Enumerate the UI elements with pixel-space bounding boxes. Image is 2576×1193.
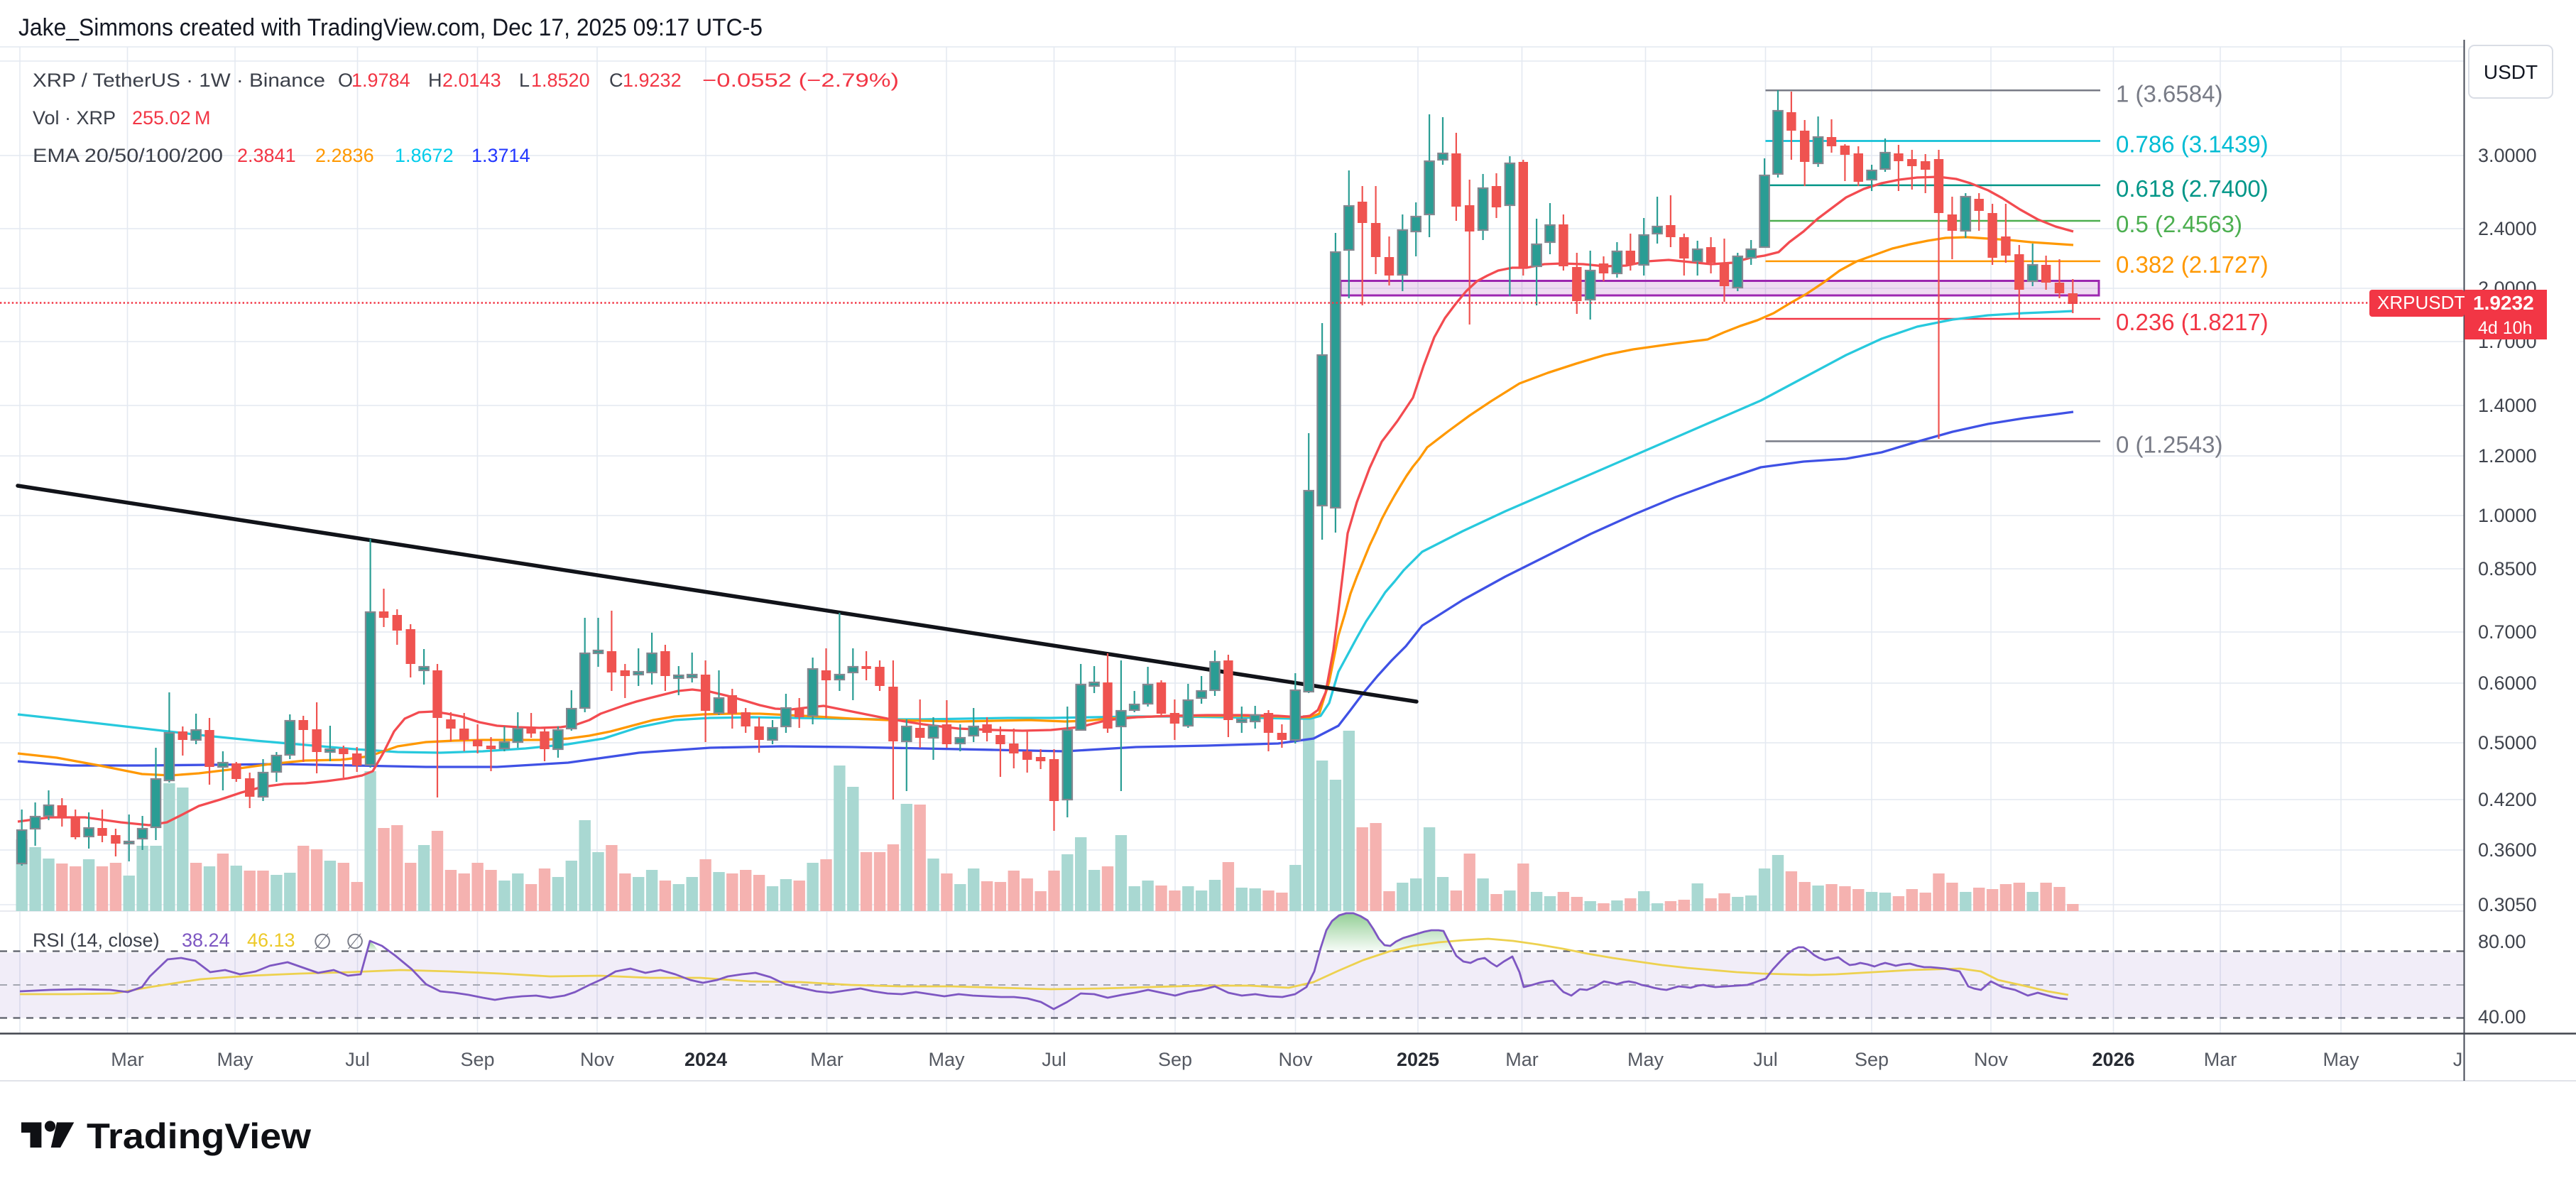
svg-text:Nov: Nov [580,1049,615,1070]
svg-text:Vol · XRP: Vol · XRP [33,107,116,129]
svg-text:1.8672: 1.8672 [395,145,454,166]
svg-text:2.0143: 2.0143 [442,70,501,91]
svg-text:2.3841: 2.3841 [237,145,296,166]
svg-text:C: C [609,70,623,91]
svg-text:1.0000: 1.0000 [2478,505,2537,526]
svg-text:USDT: USDT [2484,61,2538,83]
svg-text:1.9784: 1.9784 [351,70,410,91]
svg-text:Mar: Mar [810,1049,844,1070]
svg-text:2.2836: 2.2836 [315,145,374,166]
svg-text:1.3714: 1.3714 [471,145,530,166]
svg-text:2024: 2024 [684,1049,727,1070]
svg-text:Nov: Nov [1974,1049,2009,1070]
svg-text:XRP / TetherUS · 1W · Binance: XRP / TetherUS · 1W · Binance [33,70,325,91]
svg-text:May: May [2323,1049,2359,1070]
svg-text:4d 10h: 4d 10h [2478,318,2532,338]
svg-text:L: L [519,70,530,91]
svg-text:Mar: Mar [111,1049,144,1070]
svg-text:1.9232: 1.9232 [2473,292,2534,314]
svg-text:0.3600: 0.3600 [2478,839,2537,861]
svg-text:∅: ∅ [313,930,332,954]
svg-text:255.02 M: 255.02 M [132,107,210,129]
svg-text:0 (1.2543): 0 (1.2543) [2116,431,2222,457]
svg-text:XRPUSDT: XRPUSDT [2377,292,2465,313]
svg-text:0.618 (2.7400): 0.618 (2.7400) [2116,175,2269,202]
svg-text:May: May [217,1049,253,1070]
svg-text:80.00: 80.00 [2478,931,2526,952]
svg-text:Jul: Jul [2453,1049,2478,1070]
svg-text:RSI (14, close): RSI (14, close) [33,930,160,951]
svg-text:Jul: Jul [1753,1049,1778,1070]
svg-text:1.4000: 1.4000 [2478,395,2537,416]
svg-text:H: H [428,70,442,91]
svg-text:Jul: Jul [345,1049,370,1070]
svg-text:Jul: Jul [1042,1049,1066,1070]
svg-text:Sep: Sep [1158,1049,1192,1070]
svg-text:0.236 (1.8217): 0.236 (1.8217) [2116,309,2269,335]
svg-text:Mar: Mar [2204,1049,2237,1070]
svg-text:0.3050: 0.3050 [2478,894,2537,915]
svg-text:∅: ∅ [346,930,364,954]
svg-text:EMA 20/50/100/200: EMA 20/50/100/200 [33,145,223,166]
svg-text:2.4000: 2.4000 [2478,218,2537,239]
svg-text:Jake_Simmons created with Trad: Jake_Simmons created with TradingView.co… [18,14,763,41]
svg-text:O: O [338,70,353,91]
svg-text:0.6000: 0.6000 [2478,672,2537,694]
svg-text:40.00: 40.00 [2478,1006,2526,1028]
svg-text:0.5 (2.4563): 0.5 (2.4563) [2116,211,2242,237]
svg-text:Mar: Mar [1505,1049,1539,1070]
svg-text:May: May [1627,1049,1664,1070]
svg-text:3.0000: 3.0000 [2478,145,2537,166]
svg-text:0.7000: 0.7000 [2478,621,2537,643]
svg-text:38.24: 38.24 [182,930,230,951]
svg-text:TradingView: TradingView [87,1116,311,1156]
svg-text:Nov: Nov [1278,1049,1313,1070]
svg-text:0.786 (3.1439): 0.786 (3.1439) [2116,131,2269,158]
svg-text:2026: 2026 [2092,1049,2134,1070]
svg-text:−0.0552 (−2.79%): −0.0552 (−2.79%) [702,70,899,91]
svg-text:0.4200: 0.4200 [2478,789,2537,810]
svg-text:1.8520: 1.8520 [531,70,590,91]
svg-text:1 (3.6584): 1 (3.6584) [2116,80,2222,107]
svg-text:0.5000: 0.5000 [2478,732,2537,753]
svg-text:Sep: Sep [1855,1049,1889,1070]
svg-text:46.13: 46.13 [247,930,295,951]
svg-text:0.8500: 0.8500 [2478,558,2537,579]
svg-text:Sep: Sep [460,1049,494,1070]
svg-text:2025: 2025 [1397,1049,1439,1070]
svg-text:1.2000: 1.2000 [2478,445,2537,467]
svg-text:May: May [928,1049,965,1070]
svg-text:1.9232: 1.9232 [623,70,682,91]
svg-text:0.382 (2.1727): 0.382 (2.1727) [2116,251,2269,278]
